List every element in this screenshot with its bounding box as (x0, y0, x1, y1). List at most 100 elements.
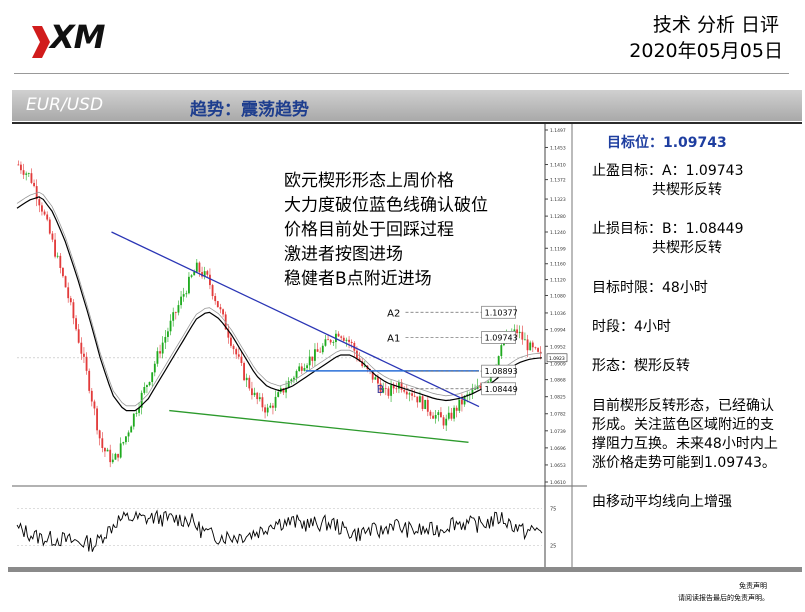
y-tick-label: 1.0868 (550, 378, 566, 384)
candle-body (358, 358, 361, 362)
level-value: 1.08893 (485, 367, 518, 376)
candle-body (203, 271, 206, 277)
candle-body (235, 349, 238, 355)
candle-body (148, 382, 151, 386)
price-chart: 1.1497 1.1453 1.1410 1.1372 1.1323 1.1280 1.12… (12, 124, 587, 570)
level-name: B (377, 383, 385, 396)
candle-body (198, 262, 201, 273)
candle-body (188, 276, 190, 294)
candle-body (463, 396, 466, 405)
candle-body (518, 331, 521, 334)
candle-body (216, 301, 219, 308)
y-tick-label: 1.1199 (550, 246, 566, 252)
annotation-line: 欧元楔形形态上周价格 (284, 171, 454, 191)
candle-body (529, 342, 532, 351)
candle-body (38, 199, 41, 206)
candle-body (392, 385, 395, 389)
take-profit-label: 止盈目标：A：1.09743 (592, 163, 744, 179)
annotation-line: 价格目前处于回踩过程 (284, 220, 454, 240)
candle-body (138, 407, 140, 413)
y-tick-label: 1.0994 (550, 328, 566, 334)
candle-body (424, 399, 427, 409)
candle-body (25, 173, 28, 175)
candle-body (303, 368, 306, 371)
title-band: EUR/USD 趋势：震荡趋势 (12, 90, 802, 121)
candle-body (161, 342, 164, 354)
candle-body (332, 342, 335, 343)
candle-body (185, 293, 188, 295)
candle-body (500, 345, 503, 357)
candle-body (377, 377, 379, 384)
logo-text: XM (50, 18, 106, 56)
analysis-line-3: 撑阻力互换。未来48小时内上 (592, 436, 778, 452)
candle-body (405, 391, 408, 395)
upper-trendline (111, 231, 480, 408)
candle-body (308, 356, 311, 366)
level-name: A2 (387, 308, 400, 319)
y-tick-label: 1.0739 (550, 429, 566, 435)
level-name: A1 (387, 333, 400, 344)
candle-body (101, 438, 104, 449)
y-tick-label: 1.0909 (550, 361, 566, 367)
candle-body (132, 413, 135, 427)
level-box (481, 364, 516, 378)
candle-body (111, 459, 114, 463)
candle-body (272, 405, 274, 408)
candle-body (56, 255, 59, 257)
candle-body (30, 173, 33, 183)
candle-body (379, 383, 382, 393)
candle-body (59, 255, 62, 268)
stop-loss-label: 止损目标：B：1.08449 (592, 221, 744, 237)
y-tick-label: 1.0782 (550, 412, 566, 418)
level-value: 1.10377 (485, 308, 518, 317)
candle-body (361, 361, 364, 367)
candle-body (98, 430, 101, 439)
candle-body (413, 395, 416, 397)
candle-body (298, 366, 301, 372)
candle-body (387, 388, 390, 396)
candle-body (256, 392, 259, 400)
candle-body (447, 412, 450, 419)
stop-loss-pattern: 共楔形反转 (652, 240, 722, 256)
candle-body (537, 348, 539, 352)
candle-body (316, 349, 319, 352)
candle-body (258, 397, 261, 400)
candle-body (214, 296, 217, 302)
candle-body (41, 205, 43, 212)
candle-body (274, 396, 277, 408)
candle-body (243, 363, 245, 381)
candle-body (237, 354, 240, 357)
candle-body (20, 164, 22, 171)
y-tick-label: 1.0610 (550, 480, 566, 486)
candle-body (266, 407, 269, 413)
candle-body (167, 331, 169, 337)
candle-body (290, 379, 293, 382)
xm-logo (30, 20, 120, 64)
y-tick-label: 1.1497 (550, 128, 566, 134)
y-tick-label: 1.1323 (550, 197, 566, 203)
candle-body (77, 329, 80, 343)
level-box (481, 331, 516, 344)
candle-body (329, 339, 332, 343)
candle-body (230, 337, 232, 346)
header-divider (14, 73, 789, 74)
candle-body (300, 366, 303, 371)
candle-body (384, 388, 387, 389)
candle-body (172, 312, 175, 321)
y-tick-label: 1.1240 (550, 230, 566, 236)
candle-body (295, 371, 298, 378)
lower-trendline (169, 409, 469, 443)
candle-body (72, 302, 75, 319)
band-underline (12, 122, 802, 124)
candle-body (153, 363, 156, 373)
candle-body (211, 285, 214, 297)
candle-body (400, 382, 403, 390)
candle-body (321, 345, 324, 353)
footer-bar (8, 567, 802, 572)
candle-body (421, 396, 424, 409)
y-tick-label: 1.0696 (550, 446, 566, 452)
candle-body (33, 182, 35, 187)
candle-body (143, 386, 146, 393)
candle-body (146, 385, 148, 387)
candle-body (209, 274, 211, 286)
